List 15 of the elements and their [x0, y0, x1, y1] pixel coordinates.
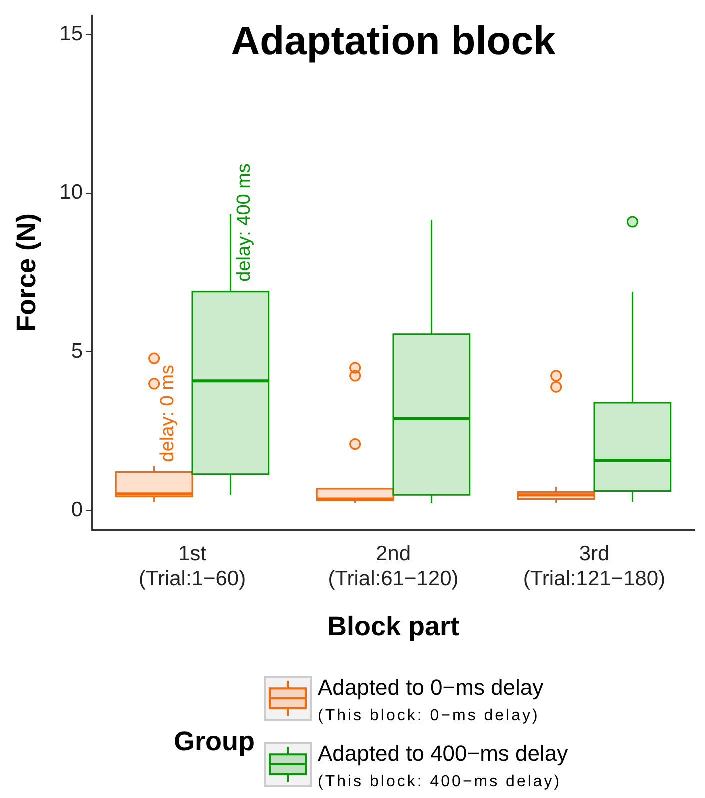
x-tick-label: 3rd (Trial:121−180) [523, 542, 666, 591]
y-tick-label: 15 [60, 22, 83, 46]
x-tick-label: 2nd (Trial:61−120) [328, 542, 459, 591]
chart-title: Adaptation block [231, 20, 556, 64]
y-tick-label: 5 [71, 340, 83, 363]
annotation: delay: 0 ms [158, 365, 179, 462]
x-tick-label: 1st (Trial:1−60) [138, 542, 246, 591]
legend-label: Adapted to 0−ms delay (This block: 0−ms delay) [318, 675, 544, 724]
y-tick-label: 10 [60, 181, 83, 204]
annotation: delay: 400 ms [234, 164, 255, 282]
x-axis-title: Block part [327, 611, 460, 642]
y-tick-label: 0 [71, 498, 83, 522]
legend-label: Adapted to 400−ms delay (This block: 400−ms delay) [318, 741, 568, 790]
y-axis-title: Force (N) [11, 214, 42, 332]
legend-title: Group [174, 726, 255, 756]
